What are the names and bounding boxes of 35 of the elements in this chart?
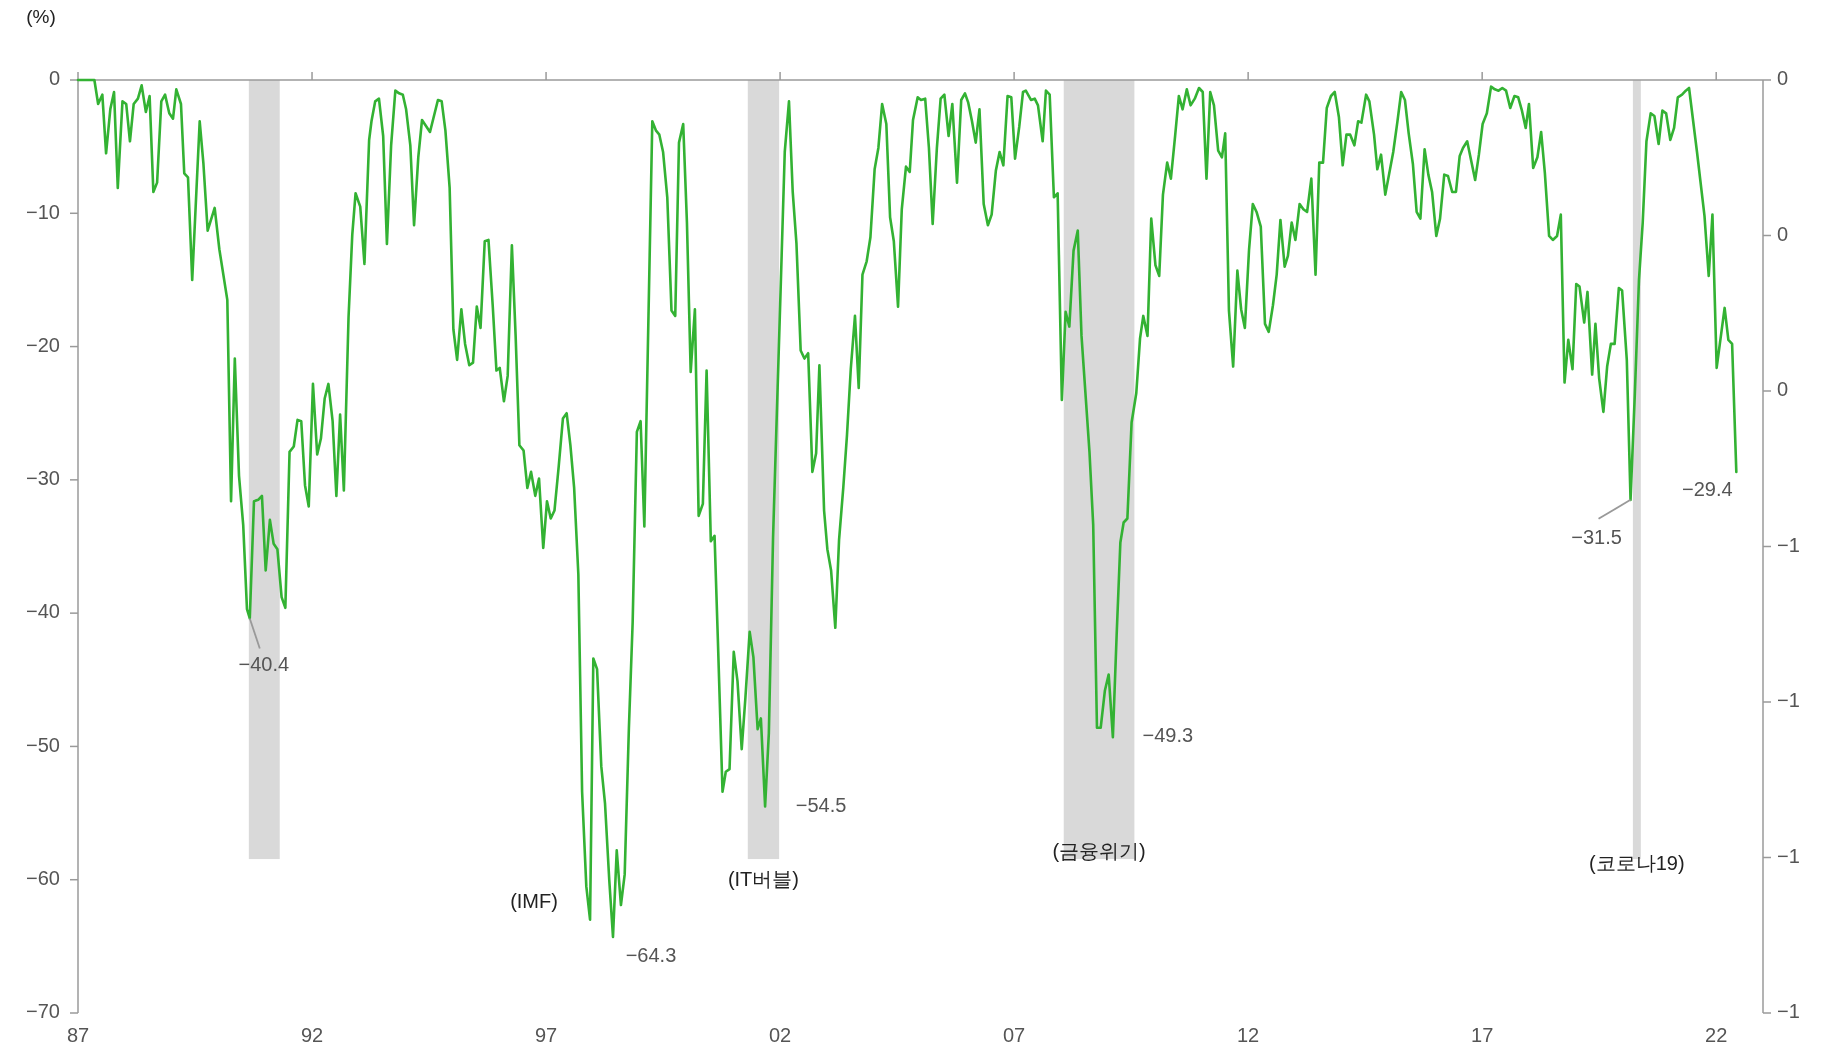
annotation: −29.4 [1682, 478, 1733, 501]
annotation: −31.5 [1571, 526, 1622, 549]
annotation: −40.4 [238, 652, 290, 675]
x-tick-label: 22 [1705, 1024, 1728, 1047]
text: 0 [1777, 67, 1789, 90]
annotation: −49.3 [1142, 724, 1194, 747]
y-tick-label: −70 [26, 1000, 60, 1023]
annotation: (IMF) [510, 889, 558, 912]
x-tick-label: 02 [768, 1024, 792, 1047]
band-label: (코로나19) [1589, 852, 1685, 875]
x-tick-label: 12 [1237, 1024, 1260, 1047]
y-tick-label: −50 [26, 733, 60, 756]
x-tick-label: 17 [1471, 1024, 1494, 1047]
y-axis-title: (%) [26, 6, 56, 28]
y-tick-label: −30 [26, 467, 60, 490]
x-tick-label: 07 [1002, 1024, 1026, 1047]
annotation: −64.3 [625, 944, 677, 967]
text: 0 [1777, 378, 1789, 401]
annotation: −54.5 [795, 793, 847, 816]
y-tick-label: −40 [26, 600, 60, 623]
x-tick-label: 92 [300, 1024, 324, 1047]
text: −1 [1777, 1000, 1800, 1023]
text: −1 [1777, 689, 1800, 712]
text: 0 [1777, 222, 1789, 245]
band-label: (금융위기) [1052, 840, 1146, 863]
y-tick-label: −20 [26, 333, 60, 356]
line-series [76, 78, 1738, 939]
y-tick-label: −10 [26, 200, 60, 223]
y-tick-label: −60 [26, 867, 60, 889]
x-tick-label: 87 [66, 1024, 90, 1047]
text: −1 [1777, 533, 1800, 556]
y-tick-label: 0 [48, 67, 60, 90]
x-tick-label: 97 [534, 1024, 558, 1047]
band-label: (IT버블) [727, 868, 800, 891]
text: −1 [1777, 844, 1800, 867]
